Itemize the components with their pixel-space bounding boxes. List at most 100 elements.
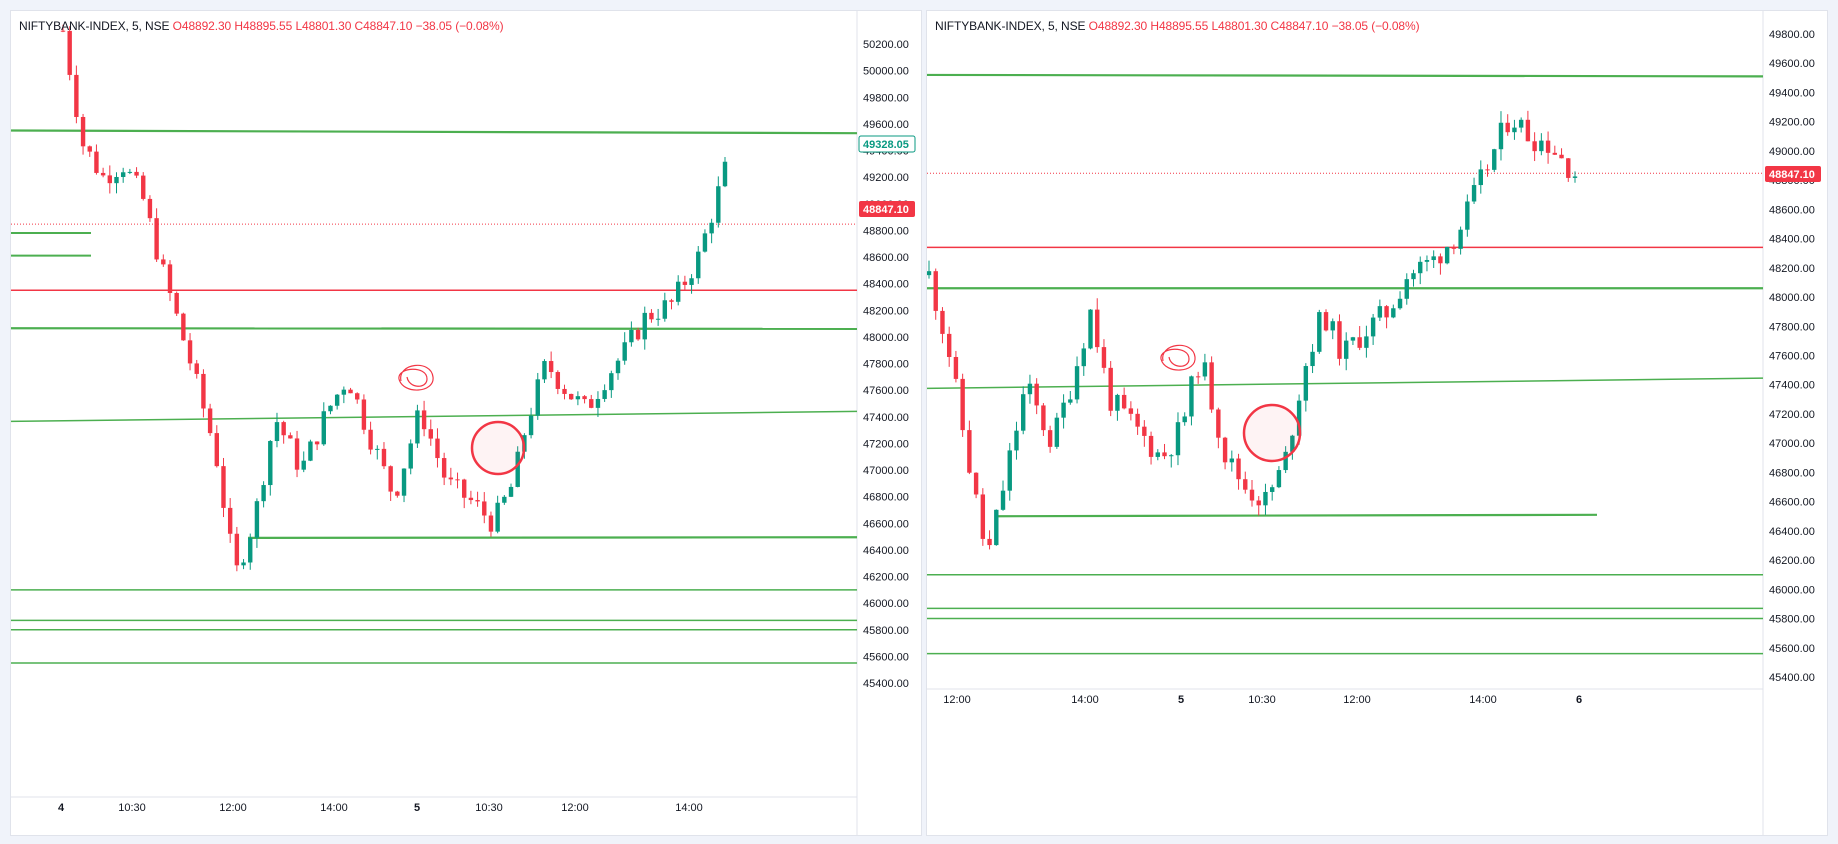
candle-body xyxy=(629,329,634,343)
candle-body xyxy=(946,333,952,357)
candle-body xyxy=(482,501,487,516)
candle-body xyxy=(141,175,146,199)
candle-body xyxy=(214,433,219,467)
support-line[interactable] xyxy=(11,410,858,423)
time-axis-label: 6 xyxy=(1576,694,1582,706)
low-value: L48801.30 xyxy=(295,19,352,33)
candle-body xyxy=(455,479,460,481)
candle-body xyxy=(167,264,173,293)
candle-body xyxy=(1000,490,1006,510)
candle-body xyxy=(1485,169,1490,171)
candle-body xyxy=(1532,141,1537,152)
candle-body xyxy=(1518,119,1524,128)
candle-body xyxy=(314,441,320,445)
candle-body xyxy=(134,171,139,176)
candle-body xyxy=(973,472,979,495)
candle-body xyxy=(1256,500,1261,506)
candlestick-chart-right[interactable]: 49800.00 49600.00 49400.00 49200.00 49000.00… xyxy=(927,11,1828,836)
candle-body xyxy=(642,312,647,340)
candle-body xyxy=(602,390,607,399)
candle-body xyxy=(1357,337,1362,348)
candle-body xyxy=(1243,479,1248,490)
support-line[interactable] xyxy=(11,327,858,330)
chart-pane-left[interactable]: 50200.0050000.0049800.0049600.0049400.00… xyxy=(10,10,922,836)
candle-body xyxy=(1121,394,1127,409)
time-axis-label: 4 xyxy=(58,802,65,814)
price-axis-label: 45400.00 xyxy=(1769,672,1815,684)
candle-body xyxy=(609,373,614,391)
candle-body xyxy=(722,161,728,187)
price-axis-label: 48000.00 xyxy=(863,332,909,344)
candle-body xyxy=(114,176,119,184)
candle-body xyxy=(147,198,153,219)
support-line[interactable] xyxy=(994,513,1598,518)
candle-body xyxy=(709,222,714,234)
time-axis-label: 14:00 xyxy=(675,802,703,814)
candle-body xyxy=(1505,122,1510,133)
candle-body xyxy=(268,441,273,486)
candle-body xyxy=(1263,491,1268,506)
price-axis-label: 47400.00 xyxy=(1769,380,1815,392)
candle-body xyxy=(542,361,547,380)
open-value: O48892.30 xyxy=(1088,19,1148,33)
support-line[interactable] xyxy=(927,73,1764,78)
support-line[interactable] xyxy=(927,377,1764,390)
candle-body xyxy=(967,430,972,473)
price-tag xyxy=(859,201,915,217)
price-axis-label: 49200.00 xyxy=(1769,117,1815,129)
candle-body xyxy=(174,292,179,314)
candle-body xyxy=(1047,430,1053,447)
time-axis-label: 12:00 xyxy=(1343,694,1371,706)
candle-body xyxy=(281,422,286,436)
candle-body xyxy=(675,281,681,302)
candle-body xyxy=(1269,487,1275,492)
candle-body xyxy=(689,278,694,285)
candle-body xyxy=(194,363,199,374)
candle-body xyxy=(1175,422,1181,456)
circle-annotation[interactable] xyxy=(470,420,526,476)
candle-body xyxy=(528,415,534,436)
candle-body xyxy=(368,429,373,450)
symbol-label: NIFTYBANK-INDEX, 5, NSE xyxy=(19,19,170,33)
candle-body xyxy=(589,399,594,408)
candle-body xyxy=(181,313,186,341)
candle-body xyxy=(1189,376,1194,417)
candle-body xyxy=(74,74,79,117)
price-tag xyxy=(1765,166,1821,182)
time-axis-label: 12:00 xyxy=(219,802,247,814)
candle-body xyxy=(702,233,708,252)
candle-body xyxy=(1458,229,1463,249)
candle-body xyxy=(1552,152,1558,155)
support-line[interactable] xyxy=(247,536,858,539)
circle-annotation[interactable] xyxy=(1242,403,1302,463)
candle-body xyxy=(615,360,621,374)
candle-body xyxy=(1572,176,1578,178)
price-axis-label: 49600.00 xyxy=(1769,58,1815,70)
candle-body xyxy=(1081,348,1086,367)
candle-body xyxy=(1135,413,1140,427)
candle-body xyxy=(395,491,400,496)
candle-body xyxy=(1424,260,1430,262)
candle-body xyxy=(1384,306,1389,318)
time-axis-label: 5 xyxy=(1178,694,1184,706)
candle-body xyxy=(241,562,246,566)
candle-body xyxy=(1290,435,1295,452)
scribble-annotation[interactable] xyxy=(398,364,434,391)
candle-body xyxy=(582,396,587,400)
candle-body xyxy=(1108,367,1113,411)
price-axis-label: 46000.00 xyxy=(1769,584,1815,596)
candle-body xyxy=(987,538,992,546)
candle-body xyxy=(221,466,226,508)
candle-body xyxy=(1068,399,1073,403)
price-axis-label: 48800.00 xyxy=(863,225,909,237)
candle-body xyxy=(1545,140,1551,153)
candle-body xyxy=(127,171,133,173)
candle-body xyxy=(1222,437,1228,463)
support-line[interactable] xyxy=(11,129,858,135)
candle-body xyxy=(321,411,326,445)
candle-body xyxy=(940,310,945,334)
scribble-annotation[interactable] xyxy=(1160,344,1196,371)
chart-pane-right[interactable]: 49800.00 49600.00 49400.00 49200.00 49000.00… xyxy=(926,10,1828,836)
candle-body xyxy=(1128,408,1134,414)
candlestick-chart-left[interactable]: 50200.0050000.0049800.0049600.0049400.00… xyxy=(11,11,922,836)
